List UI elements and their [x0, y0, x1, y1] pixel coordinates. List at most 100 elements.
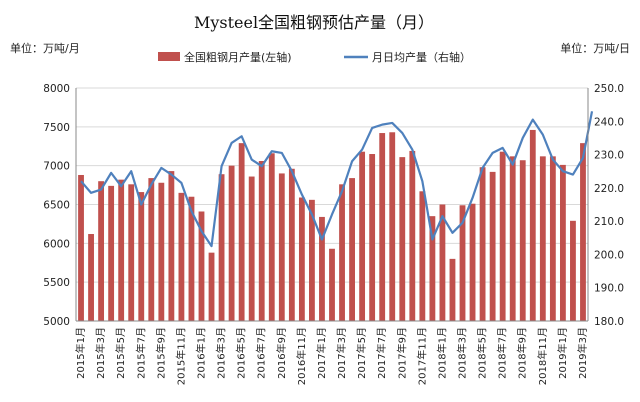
left-tick-label: 8000	[43, 83, 70, 95]
bar-2015-06	[128, 184, 135, 321]
right-axis-ticks: 180.0 190.0 200.0 210.0 220.0 230.0 240.0 250.0	[594, 83, 624, 328]
x-tick-label: 2019年1月	[556, 327, 569, 379]
legend-label-daily-average: 月日均产量（右轴）	[372, 50, 471, 64]
legend-label-monthly-output: 全国粗钢月产量(左轴)	[184, 50, 292, 64]
bar-2016-05	[238, 143, 245, 321]
bar-2016-08	[268, 153, 275, 321]
x-tick-label: 2017年11月	[415, 327, 428, 385]
x-tick-label: 2015年7月	[134, 327, 147, 379]
bar-2016-10	[288, 168, 295, 321]
bar-2018-07	[499, 151, 506, 321]
bar-2019-01	[559, 164, 566, 321]
axes	[75, 88, 589, 322]
right-tick-label: 240.0	[594, 116, 624, 128]
left-tick-label: 6500	[43, 200, 70, 212]
x-tick-label: 2016年11月	[295, 327, 308, 385]
bar-2015-10	[168, 171, 175, 321]
left-axis-unit: 单位：万吨/月	[10, 41, 80, 55]
bar-2018-10	[529, 129, 536, 321]
x-tick-label: 2017年9月	[395, 327, 408, 379]
bar-2017-06	[369, 154, 376, 321]
x-tick-label: 2015年9月	[154, 327, 167, 379]
daily-average-series	[80, 111, 594, 248]
x-tick-label: 2016年7月	[255, 327, 268, 379]
bar-2015-02	[88, 234, 94, 321]
x-tick-label: 2017年3月	[335, 327, 348, 379]
x-tick-label: 2016年9月	[275, 327, 288, 379]
bar-2016-07	[258, 161, 265, 321]
bar-2017-09	[399, 157, 406, 321]
legend: 全国粗钢月产量(左轴) 月日均产量（右轴）	[158, 50, 471, 64]
x-tick-label: 2019年3月	[576, 327, 589, 379]
bar-2017-11	[419, 191, 426, 321]
x-tick-label: 2018年5月	[476, 327, 489, 379]
x-tick-label: 2018年3月	[456, 327, 469, 379]
bar-2015-04	[108, 185, 115, 321]
bar-2018-01	[439, 204, 446, 321]
x-tick-label: 2015年5月	[114, 327, 127, 379]
chart-title: Mysteel全国粗钢预估产量（月）	[194, 13, 434, 32]
bar-2017-04	[349, 178, 355, 321]
bar-2017-01	[319, 216, 325, 321]
x-tick-label: 2017年1月	[315, 327, 328, 379]
monthly-output-bars	[78, 129, 586, 321]
x-tick-label: 2018年1月	[435, 327, 448, 379]
bar-2017-07	[379, 133, 386, 321]
bar-2016-01	[198, 211, 205, 321]
bar-2018-05	[479, 167, 486, 321]
x-tick-label: 2016年1月	[194, 327, 207, 379]
x-tick-label: 2018年7月	[496, 327, 509, 379]
bar-2016-04	[228, 165, 235, 321]
bar-2015-07	[138, 192, 145, 321]
x-tick-label: 2015年3月	[94, 327, 107, 379]
right-axis-unit: 单位：万吨/日	[560, 41, 630, 55]
bar-2017-12	[429, 216, 436, 321]
left-tick-label: 7500	[43, 122, 70, 134]
right-tick-label: 190.0	[594, 283, 624, 295]
bar-2015-08	[148, 178, 155, 321]
x-tick-label: 2017年7月	[375, 327, 388, 379]
bar-2019-03	[580, 143, 586, 321]
bar-2019-02	[570, 220, 576, 321]
bar-2018-11	[539, 156, 546, 321]
left-tick-label: 5000	[43, 316, 70, 328]
daily-average-line	[80, 111, 594, 248]
bar-2016-06	[248, 176, 255, 321]
bar-2015-03	[98, 181, 105, 321]
left-tick-label: 5500	[43, 277, 70, 289]
bar-2018-06	[489, 171, 496, 321]
bar-2017-03	[339, 184, 345, 321]
bar-2016-12	[309, 199, 315, 321]
bar-2015-09	[158, 182, 165, 321]
bar-2016-03	[218, 174, 225, 321]
x-axis-ticks: 2015年1月 2015年3月 2015年5月 2015年7月 2015年9月 2015年…	[74, 327, 589, 385]
bar-2017-08	[389, 132, 396, 321]
left-tick-label: 7000	[43, 161, 70, 173]
left-axis-ticks: 5000 5500 6000 6500 7000 7500 8000	[43, 83, 70, 328]
bar-2016-02	[208, 252, 215, 321]
x-tick-label: 2018年9月	[516, 327, 529, 379]
x-tick-label: 2018年11月	[536, 327, 549, 385]
bar-2018-04	[469, 203, 476, 321]
x-tick-label: 2015年11月	[174, 327, 187, 385]
right-tick-label: 220.0	[594, 183, 624, 195]
bar-2016-11	[298, 197, 305, 321]
bar-2015-01	[78, 174, 84, 321]
x-tick-label: 2017年5月	[355, 327, 368, 379]
bar-2018-03	[459, 205, 466, 321]
left-tick-label: 6000	[43, 238, 70, 250]
bar-2018-12	[549, 156, 556, 321]
bar-2018-09	[519, 160, 526, 321]
right-tick-label: 200.0	[594, 249, 624, 261]
bar-2017-05	[359, 151, 366, 321]
bar-2018-02	[449, 258, 456, 321]
bar-2017-02	[329, 248, 335, 321]
x-tick-label: 2016年3月	[215, 327, 228, 379]
x-tick-label: 2015年1月	[74, 327, 87, 379]
x-tick-label: 2016年5月	[235, 327, 248, 379]
right-tick-label: 180.0	[594, 316, 624, 328]
right-tick-label: 250.0	[594, 83, 624, 95]
bar-2018-08	[509, 156, 516, 321]
bar-2015-12	[188, 196, 195, 321]
